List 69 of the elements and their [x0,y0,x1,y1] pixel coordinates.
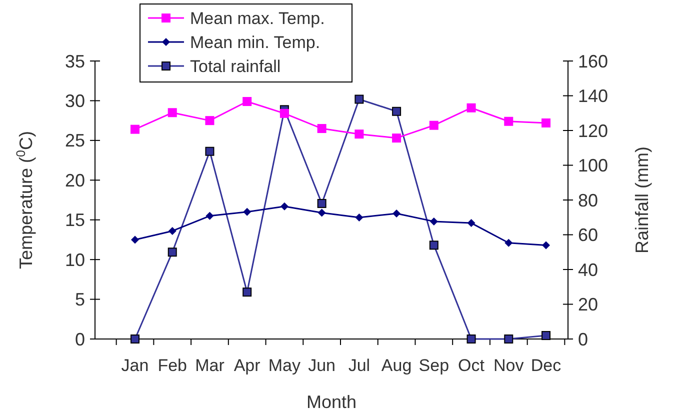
y-tick-label: 0 [74,329,85,350]
y2-tick-label: 0 [578,329,588,350]
point [206,212,214,220]
x-tick-label: Jan [121,356,149,375]
point [354,94,364,104]
point [242,288,252,297]
point [392,210,401,218]
x-tick-label: Jul [348,356,370,375]
point [318,208,326,217]
point [467,219,476,228]
point [168,226,176,235]
y2-tick-label: 80 [578,190,598,210]
y2-tick-label: 160 [578,51,608,72]
point [542,118,550,128]
point [205,116,214,126]
point [542,331,550,340]
x-tick-label: Jun [308,356,336,375]
point [130,124,140,134]
y2-tick-label: 40 [578,260,598,280]
point [542,241,550,250]
x-tick-label: Aug [381,356,412,375]
point [168,248,177,257]
point [168,108,177,118]
y2-axis-title: Rainfall (mm) [632,146,652,254]
x-tick-label: May [268,356,302,375]
point [430,217,438,226]
x-axis-title: Month [306,392,357,412]
point [504,116,514,126]
point [429,240,438,250]
x-tick-label: Apr [234,356,261,375]
point [466,334,476,344]
legend-label: Mean max. Temp. [190,8,325,28]
y2-tick-label: 60 [578,225,598,246]
point [280,202,288,210]
y2-tick-label: 100 [578,156,608,176]
legend-label: Mean min. Temp. [190,32,320,52]
point [429,120,438,130]
y-tick-label: 30 [64,91,85,112]
y-tick-label: 15 [64,210,85,230]
point [466,103,476,112]
point [317,124,326,134]
y2-tick-label: 140 [578,86,608,106]
point [243,208,252,216]
point [392,134,402,143]
x-tick-label: Feb [158,356,188,375]
x-tick-label: Dec [530,356,562,375]
point [354,130,364,139]
legend-label: Total rainfall [190,56,281,76]
point [131,236,139,244]
x-tick-label: Mar [195,356,225,375]
point [130,334,140,344]
x-tick-label: Oct [458,356,485,375]
y-tick-label: 5 [74,290,85,310]
point [504,334,514,344]
x-tick-label: Nov [494,356,524,375]
point [355,213,364,222]
y-tick-label: 20 [64,170,85,190]
y-tick-label: 25 [64,130,85,151]
point [317,198,326,208]
y-tick-label: 35 [64,51,85,72]
point [242,97,252,106]
y-tick-label: 10 [64,250,85,270]
point [504,238,513,247]
point [280,108,289,118]
point [205,146,214,156]
point [392,106,402,116]
y2-tick-label: 20 [578,294,598,315]
x-tick-label: Sep [418,356,450,375]
y2-tick-label: 120 [578,120,608,141]
